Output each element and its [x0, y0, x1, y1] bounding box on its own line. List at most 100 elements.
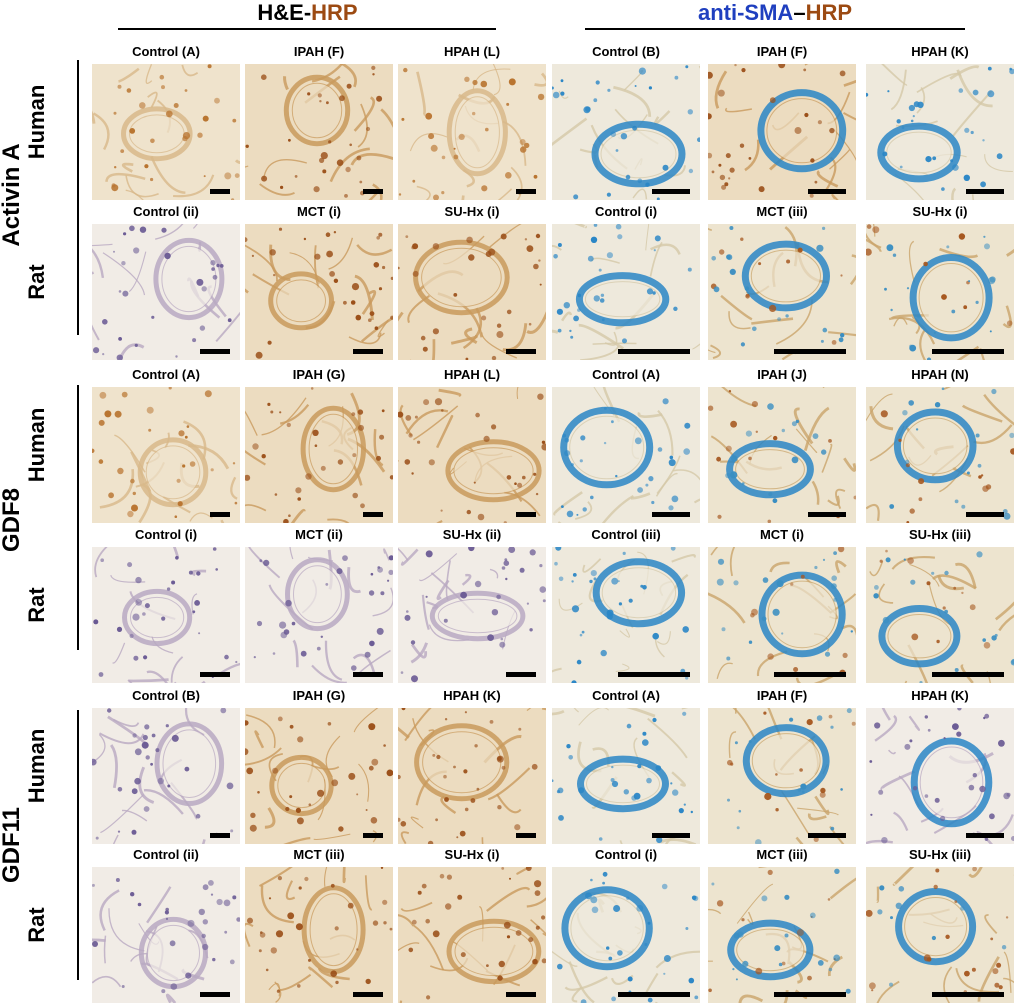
- group-divider-gdf11: [77, 710, 79, 980]
- micrograph-panel: [708, 64, 856, 200]
- scale-bar: [506, 992, 536, 997]
- scale-bar: [353, 992, 383, 997]
- panel-label: Control (i): [594, 847, 658, 862]
- species-label-human: Human: [24, 84, 49, 160]
- micrograph-panel: [92, 387, 240, 523]
- panel-label: Control (i): [134, 527, 198, 542]
- scale-bar: [200, 349, 230, 354]
- scale-bar: [808, 189, 846, 194]
- species-label-rat: Rat: [24, 587, 49, 623]
- micrograph-panel: [245, 547, 393, 683]
- header-part: H&E-: [257, 0, 312, 25]
- micrograph-panel: [552, 708, 700, 844]
- micrograph-panel: [866, 224, 1014, 360]
- scale-bar: [966, 512, 1004, 517]
- group-divider-activin-a: [77, 60, 79, 335]
- scale-bar: [516, 512, 536, 517]
- micrograph-panel: [245, 64, 393, 200]
- micrograph-panel: [398, 547, 546, 683]
- scale-bar: [618, 349, 690, 354]
- micrograph-panel: [708, 547, 856, 683]
- panel-label: SU-Hx (i): [444, 847, 500, 862]
- scale-bar: [618, 992, 690, 997]
- panel-label: HPAH (L): [443, 367, 501, 382]
- micrograph-panel: [708, 867, 856, 1003]
- scale-bar: [363, 512, 383, 517]
- species-label-rat: Rat: [24, 907, 49, 943]
- scale-bar: [932, 672, 1004, 677]
- panel-label: Control (B): [132, 688, 200, 703]
- panel-label: IPAH (F): [756, 44, 808, 59]
- micrograph-panel: [708, 387, 856, 523]
- panel-label: MCT (i): [759, 527, 805, 542]
- micrograph-panel: [398, 708, 546, 844]
- scale-bar: [506, 349, 536, 354]
- he-hrp-header: H&E-HRP: [120, 0, 495, 26]
- species-label-human: Human: [24, 728, 49, 804]
- he-hrp-header-line: [118, 28, 496, 30]
- panel-label: HPAH (L): [443, 44, 501, 59]
- micrograph-panel: [92, 867, 240, 1003]
- species-label-rat: Rat: [24, 264, 49, 300]
- scale-bar: [774, 992, 846, 997]
- micrograph-panel: [866, 64, 1014, 200]
- scale-bar: [808, 512, 846, 517]
- micrograph-panel: [552, 867, 700, 1003]
- scale-bar: [516, 833, 536, 838]
- species-label-human: Human: [24, 407, 49, 483]
- panel-label: Control (ii): [133, 204, 199, 219]
- panel-label: Control (i): [594, 204, 658, 219]
- micrograph-panel: [552, 64, 700, 200]
- group-divider-gdf8: [77, 385, 79, 650]
- panel-label: Control (A): [592, 688, 660, 703]
- panel-label: SU-Hx (ii): [442, 527, 502, 542]
- panel-label: SU-Hx (iii): [908, 527, 972, 542]
- micrograph-panel: [552, 387, 700, 523]
- micrograph-panel: [245, 387, 393, 523]
- scale-bar: [966, 189, 1004, 194]
- scale-bar: [774, 672, 846, 677]
- panel-label: MCT (ii): [295, 527, 343, 542]
- panel-label: Control (A): [132, 367, 200, 382]
- scale-bar: [932, 349, 1004, 354]
- panel-label: SU-Hx (i): [912, 204, 968, 219]
- scale-bar: [363, 189, 383, 194]
- micrograph-panel: [92, 708, 240, 844]
- panel-label: Control (ii): [133, 847, 199, 862]
- header-part: HRP: [805, 0, 853, 25]
- scale-bar: [506, 672, 536, 677]
- panel-label: MCT (iii): [756, 847, 808, 862]
- scale-bar: [210, 512, 230, 517]
- micrograph-panel: [552, 547, 700, 683]
- micrograph-panel: [92, 64, 240, 200]
- micrograph-panel: [398, 224, 546, 360]
- panel-label: HPAH (K): [443, 688, 501, 703]
- scale-bar: [652, 512, 690, 517]
- anti-sma-hrp-header-line: [585, 28, 965, 30]
- panel-label: Control (iii): [591, 527, 661, 542]
- micrograph-panel: [92, 547, 240, 683]
- micrograph-panel: [398, 867, 546, 1003]
- panel-label: MCT (iii): [293, 847, 345, 862]
- scale-bar: [200, 992, 230, 997]
- scale-bar: [516, 189, 536, 194]
- panel-label: MCT (i): [296, 204, 342, 219]
- micrograph-panel: [866, 867, 1014, 1003]
- micrograph-panel: [866, 547, 1014, 683]
- micrograph-panel: [866, 387, 1014, 523]
- micrograph-panel: [708, 224, 856, 360]
- micrograph-panel: [92, 224, 240, 360]
- panel-label: IPAH (G): [292, 367, 346, 382]
- micrograph-panel: [708, 708, 856, 844]
- panel-label: IPAH (J): [757, 367, 807, 382]
- panel-label: HPAH (K): [911, 688, 969, 703]
- panel-label: MCT (iii): [756, 204, 808, 219]
- panel-label: Control (A): [592, 367, 660, 382]
- header-part: –: [793, 0, 806, 25]
- scale-bar: [353, 349, 383, 354]
- scale-bar: [966, 833, 1004, 838]
- micrograph-panel: [245, 708, 393, 844]
- panel-label: HPAH (K): [911, 44, 969, 59]
- scale-bar: [774, 349, 846, 354]
- scale-bar: [618, 672, 690, 677]
